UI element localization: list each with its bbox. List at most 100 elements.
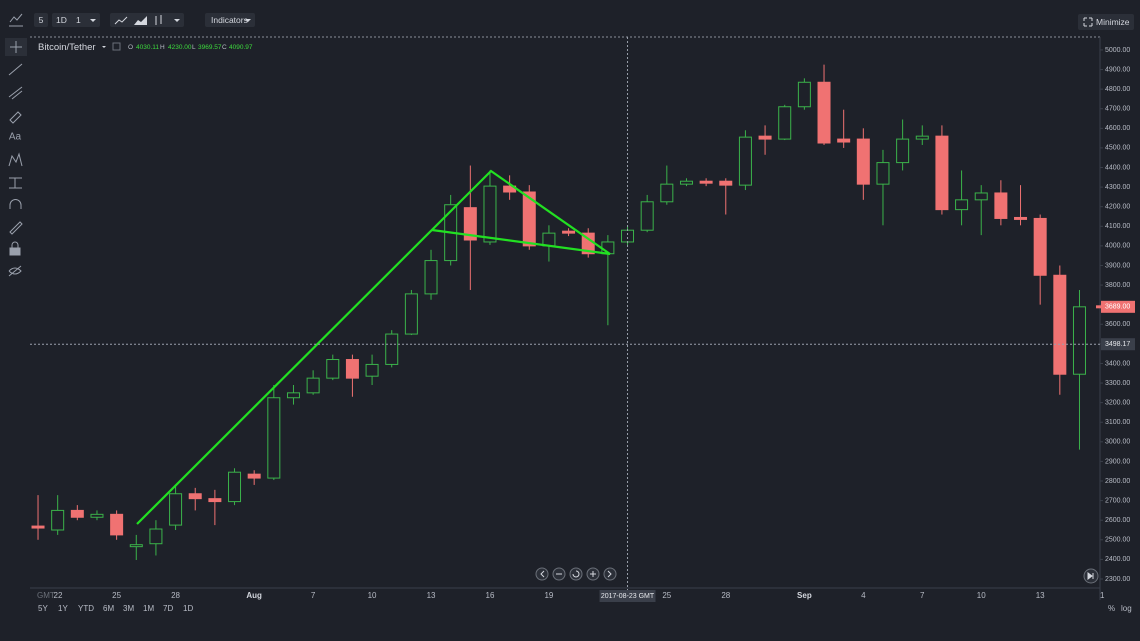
y-tick-label: 2500.00 xyxy=(1105,537,1130,544)
candle-body xyxy=(129,544,143,548)
crosshair-date-badge xyxy=(599,590,656,602)
dropdown[interactable] xyxy=(102,46,106,48)
candle-body xyxy=(562,230,576,234)
candle-body xyxy=(326,359,340,379)
ohlc-legend: O 4030.11 H 4230.00 L 3969.57 C 4090.97 xyxy=(128,44,253,51)
y-tick-label: 4200.00 xyxy=(1105,204,1130,211)
tool[interactable] xyxy=(9,247,21,256)
y-tick-label: 3300.00 xyxy=(1105,380,1130,387)
range-button[interactable]: 6M xyxy=(103,604,114,613)
scroll-left[interactable] xyxy=(535,567,549,581)
x-tick-label: 28 xyxy=(721,591,730,600)
range-button[interactable]: 5Y xyxy=(38,604,48,613)
candle-body xyxy=(640,201,654,231)
minimize[interactable]: Minimize xyxy=(1096,17,1130,27)
scroll-right[interactable] xyxy=(603,567,617,581)
candle-body xyxy=(51,509,65,531)
x-tick-label: Aug xyxy=(246,591,262,600)
y-tick-label: 2400.00 xyxy=(1105,556,1130,563)
candle-body xyxy=(719,180,733,186)
tool[interactable] xyxy=(10,41,22,53)
y-tick-label: 3000.00 xyxy=(1105,439,1130,446)
x-tick-label: 1 xyxy=(1100,591,1105,600)
indicators[interactable]: Indicators xyxy=(211,15,248,25)
tool[interactable] xyxy=(8,86,23,100)
range-button[interactable]: YTD xyxy=(78,604,94,613)
button[interactable] xyxy=(52,13,100,27)
y-tick-label: 4600.00 xyxy=(1105,125,1130,132)
tool[interactable] xyxy=(9,13,23,27)
tool[interactable] xyxy=(8,152,23,167)
x-tick-label: 13 xyxy=(1036,591,1045,600)
candle-body xyxy=(935,135,949,211)
tool[interactable] xyxy=(8,265,22,277)
dropdown[interactable] xyxy=(90,19,96,22)
button[interactable] xyxy=(34,13,48,27)
tool[interactable] xyxy=(9,177,22,189)
button[interactable] xyxy=(205,13,255,27)
candle-body xyxy=(955,199,969,211)
symbol[interactable]: Bitcoin/Tether xyxy=(38,42,96,53)
tool[interactable] xyxy=(9,111,22,124)
y-tick-label: 4900.00 xyxy=(1105,66,1130,73)
y-tick-label: 3900.00 xyxy=(1105,262,1130,269)
candle-body xyxy=(267,397,281,479)
tool[interactable] xyxy=(9,199,22,210)
reset[interactable] xyxy=(569,567,583,581)
candle-body xyxy=(188,493,202,500)
drawn-trend-lines[interactable] xyxy=(136,169,611,525)
y-tick-label: 2900.00 xyxy=(1105,458,1130,465)
text-tool[interactable]: Aa xyxy=(9,132,22,143)
x-tick-label: Sep xyxy=(797,591,812,600)
candle-body xyxy=(31,525,45,529)
candle-body xyxy=(483,185,497,243)
candle-body xyxy=(1014,216,1028,220)
candle-body xyxy=(896,138,910,164)
x-tick-label: 25 xyxy=(112,591,121,600)
tool[interactable] xyxy=(11,241,19,248)
candle-body xyxy=(247,473,261,479)
crosshair-price-badge xyxy=(1101,338,1135,351)
ohlc-key: L xyxy=(192,44,196,51)
candle-body xyxy=(542,232,556,247)
range-button[interactable]: 7D xyxy=(163,604,173,613)
range-button[interactable]: 1M xyxy=(143,604,154,613)
resolution[interactable]: 5 xyxy=(39,15,44,25)
candle-body xyxy=(876,162,890,185)
percent[interactable]: % xyxy=(1108,604,1115,613)
candle-body xyxy=(90,513,104,518)
candle-body xyxy=(621,229,635,243)
log[interactable]: log xyxy=(1121,604,1132,613)
y-tick-label: 3400.00 xyxy=(1105,360,1130,367)
icon xyxy=(114,16,128,25)
multiplier[interactable]: 1 xyxy=(76,15,81,25)
y-tick-label: 3100.00 xyxy=(1105,419,1130,426)
candle-body xyxy=(385,333,399,365)
crosshair-price: 3498.17 xyxy=(1105,341,1130,348)
range-button[interactable]: 3M xyxy=(123,604,134,613)
icon xyxy=(155,15,162,25)
range-bar: 5Y 1Y YTD 6M 3M 1M 7D 1D xyxy=(38,604,193,613)
dropdown[interactable] xyxy=(245,19,251,22)
x-tick-label: 7 xyxy=(920,591,925,600)
ohlc-key: C xyxy=(222,44,227,51)
candle-body xyxy=(699,180,713,184)
candle-body xyxy=(1053,274,1067,375)
candle-body xyxy=(915,135,929,140)
interval[interactable]: 1D xyxy=(56,15,67,25)
icon xyxy=(134,16,147,25)
y-tick-label: 4700.00 xyxy=(1105,106,1130,113)
ohlc-value: 4230.00 xyxy=(168,44,192,51)
y-tick-label: 5000.00 xyxy=(1105,47,1130,54)
plot xyxy=(31,64,1086,560)
checkbox[interactable] xyxy=(112,42,121,51)
y-tick-label: 4300.00 xyxy=(1105,184,1130,191)
tool[interactable] xyxy=(9,221,23,235)
range-button[interactable]: 1D xyxy=(183,604,193,613)
x-tick-label: 7 xyxy=(311,591,316,600)
range-button[interactable]: 1Y xyxy=(58,604,68,613)
tool[interactable] xyxy=(8,63,23,76)
candle-body xyxy=(463,207,477,241)
y-tick-label: 3800.00 xyxy=(1105,282,1130,289)
dropdown[interactable] xyxy=(174,19,180,22)
